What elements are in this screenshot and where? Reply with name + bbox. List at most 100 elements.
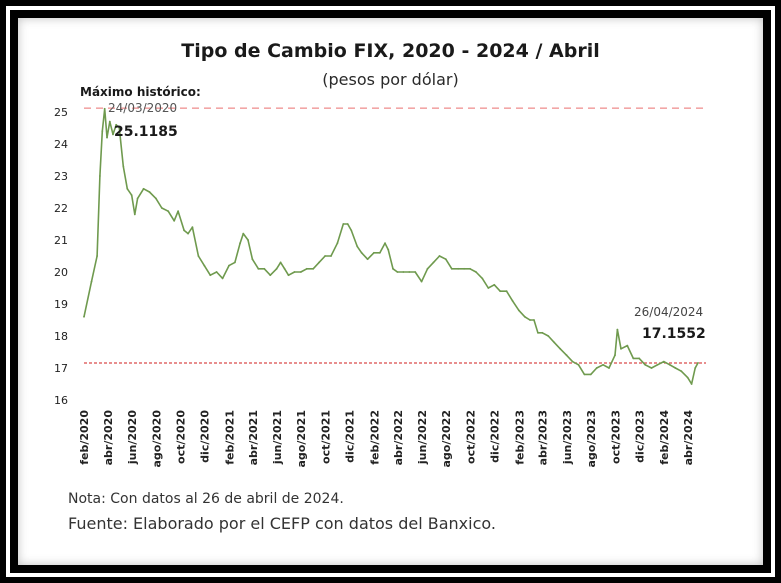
data-point [662, 360, 665, 363]
data-point [126, 187, 129, 190]
data-point [517, 309, 520, 312]
data-point [537, 331, 539, 334]
data-point [589, 373, 592, 376]
x-tick-label: ago/2022 [440, 410, 453, 468]
y-tick-label: 20 [54, 266, 68, 279]
y-tick-label: 19 [54, 298, 68, 311]
x-tick-label: oct/2023 [609, 410, 622, 464]
data-point [101, 130, 104, 133]
data-point [283, 267, 286, 270]
chart-panel: Tipo de Cambio FIX, 2020 - 2024 / Abril … [18, 18, 763, 565]
data-point [103, 107, 106, 110]
y-tick-label: 23 [54, 170, 68, 183]
data-point [553, 341, 556, 344]
data-point [608, 367, 610, 369]
data-point [444, 258, 447, 261]
data-point [115, 123, 118, 126]
footnote: Nota: Con datos al 26 de abril de 2024. [68, 491, 344, 507]
x-tick-label: jun/2020 [126, 410, 139, 465]
chart-title: Tipo de Cambio FIX, 2020 - 2024 / Abril [181, 40, 600, 62]
data-point [378, 251, 381, 254]
data-point [251, 258, 254, 261]
source-note: Fuente: Elaborado por el CEFP con datos … [68, 514, 496, 533]
data-point [133, 213, 136, 216]
data-point [197, 255, 200, 257]
y-tick-label: 18 [54, 330, 68, 343]
data-point [299, 271, 302, 273]
x-tick-label: dic/2020 [199, 410, 212, 463]
data-point [173, 219, 176, 222]
data-point [191, 226, 194, 229]
data-point [533, 319, 535, 321]
data-point [595, 367, 598, 369]
data-point [384, 242, 386, 245]
data-point [122, 165, 125, 168]
data-point [324, 255, 326, 257]
data-point [481, 277, 484, 280]
data-point [263, 267, 266, 270]
data-point [565, 354, 568, 357]
data-point [257, 267, 260, 270]
data-point [350, 229, 353, 232]
data-point [529, 319, 531, 321]
chart-subtitle: (pesos por dólar) [322, 70, 459, 89]
data-point [96, 255, 99, 257]
data-point [469, 267, 471, 270]
data-point [402, 271, 405, 273]
data-point [697, 361, 699, 364]
data-point [183, 229, 185, 232]
data-point [541, 331, 544, 334]
data-point [626, 344, 629, 347]
max-annotation-date: 24/03/2020 [108, 101, 177, 115]
x-tick-label: oct/2022 [464, 410, 477, 464]
data-point [457, 267, 460, 270]
y-tick-label: 16 [54, 394, 68, 407]
data-point [475, 271, 477, 273]
data-point [426, 267, 429, 270]
y-tick-label: 24 [54, 138, 68, 151]
data-point [90, 280, 93, 283]
data-point [632, 357, 635, 360]
data-point [547, 335, 550, 337]
data-point [148, 191, 151, 193]
data-point [167, 210, 170, 213]
data-point [559, 347, 562, 350]
data-point [112, 133, 114, 136]
x-tick-label: ago/2023 [585, 410, 598, 468]
x-tick-label: jun/2023 [561, 410, 574, 465]
x-tick-label: feb/2022 [368, 410, 381, 465]
data-point [269, 274, 272, 277]
x-tick-label: abr/2021 [247, 410, 260, 465]
data-point [287, 274, 290, 277]
data-point [98, 175, 101, 177]
data-point [342, 223, 345, 225]
data-point [690, 383, 693, 385]
x-tick-label: feb/2023 [513, 410, 526, 465]
data-point [209, 274, 212, 277]
x-tick-label: abr/2024 [682, 410, 695, 466]
data-point [373, 251, 375, 254]
data-point [239, 242, 241, 245]
y-tick-label: 22 [54, 202, 68, 215]
data-point [694, 367, 697, 369]
data-point [356, 245, 359, 248]
data-point [242, 232, 245, 235]
y-tick-label: 17 [54, 362, 68, 375]
data-point [644, 363, 647, 366]
max-annotation-value: 25.1185 [114, 124, 178, 140]
data-point [583, 373, 586, 376]
data-point [203, 264, 206, 267]
data-point [279, 261, 282, 264]
y-tick-label: 25 [54, 106, 68, 119]
data-point [154, 197, 157, 200]
x-tick-label: oct/2020 [175, 410, 188, 464]
x-tick-label: feb/2024 [658, 410, 671, 465]
data-point [83, 315, 85, 318]
data-point [668, 363, 671, 366]
data-point [221, 277, 224, 280]
line-chart: 16 17 18 19 20 21 22 23 24 25 feb/2020 abr/2020 jun/… [54, 85, 706, 468]
data-point [686, 376, 689, 379]
data-point [187, 232, 189, 235]
x-tick-label: abr/2023 [537, 410, 550, 465]
x-tick-label: oct/2021 [319, 410, 332, 464]
